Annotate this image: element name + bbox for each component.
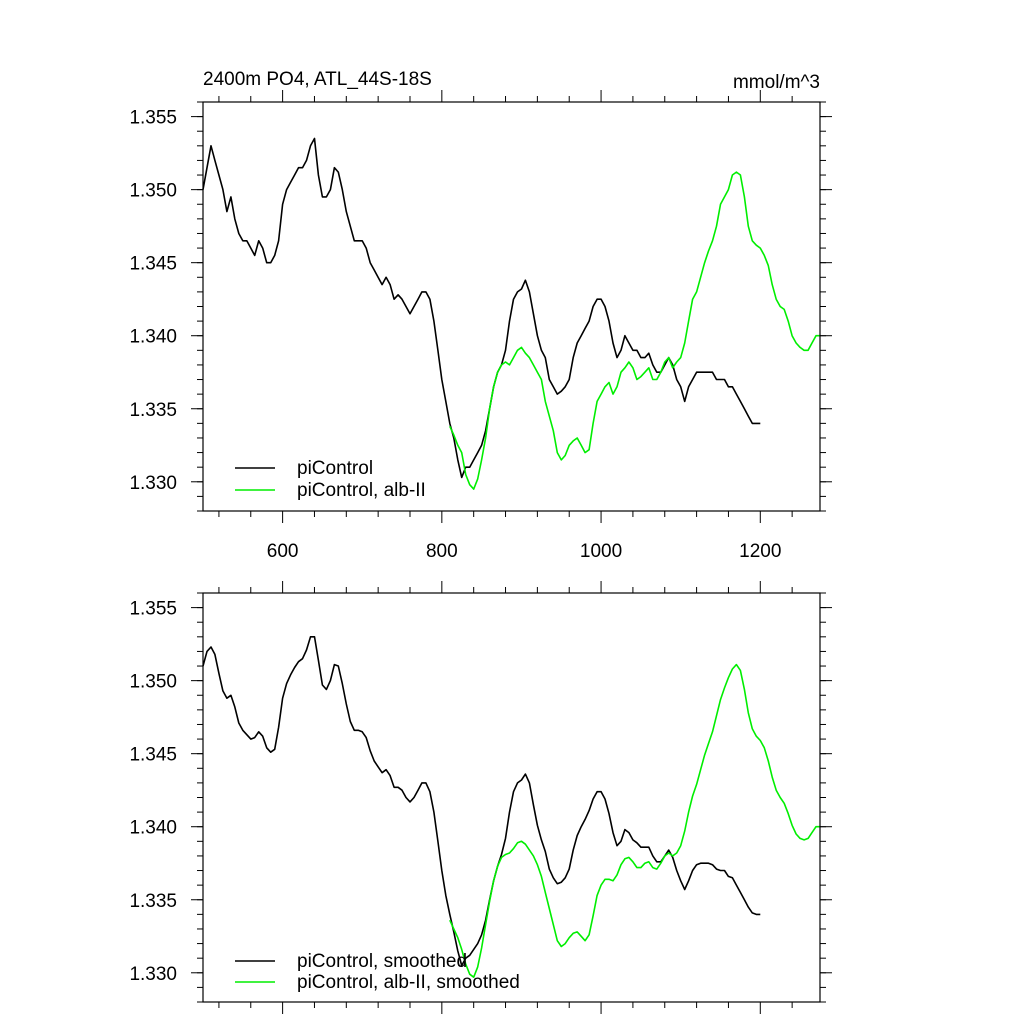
y-tick-label: 1.335 <box>129 400 177 421</box>
y-tick-label: 1.355 <box>129 599 177 620</box>
series-line-picontrol <box>202 137 761 479</box>
y-tick-label: 1.340 <box>129 327 177 348</box>
y-tick-label: 1.350 <box>129 672 177 693</box>
y-tick-label: 1.335 <box>129 891 177 912</box>
top-panel-frame <box>202 101 821 512</box>
legend-label-picontrol-alb-ii-smoothed: piControl, alb-II, smoothed <box>297 972 520 993</box>
bottom-panel-lines <box>202 636 820 978</box>
series-line-picontrol-alb-ii <box>449 171 820 490</box>
bottom-panel-ticks: 1.330 1.335 1.340 1.345 1.350 1.355 <box>129 581 832 1014</box>
x-tick-label: 1000 <box>580 541 622 562</box>
legend-label-picontrol-smoothed: piControl, smoothed <box>297 951 467 972</box>
top-panel-ticks: 1.330 1.335 1.340 1.345 1.350 1.355 600 800 1000… <box>129 90 832 562</box>
top-panel-units: mmol/m^3 <box>733 72 820 93</box>
bottom-panel-frame <box>202 592 821 1003</box>
x-tick-label: 1200 <box>739 541 781 562</box>
top-panel-title: 2400m PO4, ATL_44S-18S <box>203 69 432 90</box>
x-tick-label: 600 <box>267 541 299 562</box>
y-tick-label: 1.340 <box>129 818 177 839</box>
top-panel-legend: piControl piControl, alb-II <box>235 458 426 501</box>
y-tick-label: 1.350 <box>129 181 177 202</box>
series-line-picontrol-smoothed <box>202 636 761 967</box>
legend-label-picontrol-alb-ii: piControl, alb-II <box>297 480 426 501</box>
y-tick-label: 1.345 <box>129 254 177 275</box>
series-line-picontrol-alb-ii-smoothed <box>449 663 820 978</box>
x-tick-label: 800 <box>426 541 458 562</box>
y-tick-label: 1.330 <box>129 964 177 985</box>
bottom-panel: 1.330 1.335 1.340 1.345 1.350 1.355 piControl… <box>129 581 832 1014</box>
y-tick-label: 1.345 <box>129 745 177 766</box>
legend-label-picontrol: piControl <box>297 458 373 479</box>
y-tick-label: 1.330 <box>129 473 177 494</box>
y-tick-label: 1.355 <box>129 108 177 129</box>
bottom-panel-legend: piControl, smoothed piControl, alb-II, s… <box>235 951 520 993</box>
top-panel-lines <box>202 137 820 490</box>
top-panel: 2400m PO4, ATL_44S-18S mmol/m^3 1.3301.3… <box>129 69 832 562</box>
